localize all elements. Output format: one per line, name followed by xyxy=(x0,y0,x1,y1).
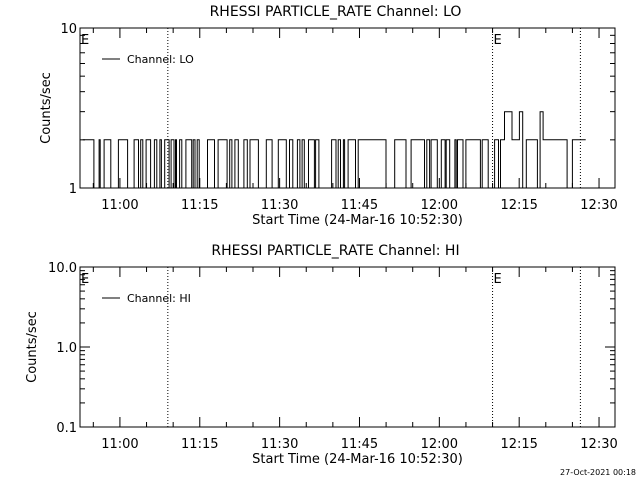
x-tick-label: 12:00 xyxy=(421,198,458,213)
x-tick-label: 12:15 xyxy=(500,437,537,452)
start-event-label: E xyxy=(81,272,89,287)
y-tick-label: 1 xyxy=(69,182,77,197)
legend-label: Channel: HI xyxy=(127,292,191,305)
x-tick-label: 11:00 xyxy=(101,437,138,452)
y-axis-label: Counts/sec xyxy=(25,311,40,383)
y-axis-label: Counts/sec xyxy=(39,72,54,144)
plot-frame xyxy=(79,266,616,428)
x-tick-label: 11:45 xyxy=(341,198,378,213)
chart-title: RHESSI PARTICLE_RATE Channel: LO xyxy=(210,4,462,20)
chart-panel-2: RHESSI PARTICLE_RATE Channel: HI 0.1 1.0 10… xyxy=(25,243,618,467)
x-tick-label: 12:30 xyxy=(580,437,617,452)
chart-panel-1: RHESSI PARTICLE_RATE Channel: LO 1 10 11:00… xyxy=(39,4,618,228)
x-tick-label: 11:30 xyxy=(261,198,298,213)
start-event-label: E xyxy=(81,33,89,48)
chart-title: RHESSI PARTICLE_RATE Channel: HI xyxy=(211,243,459,259)
y-tick-label: 1.0 xyxy=(56,341,77,356)
timestamp-stamp: 27-Oct-2021 00:18 xyxy=(560,468,636,477)
series-line-channel-lo xyxy=(82,111,586,189)
x-tick-label: 11:00 xyxy=(101,198,138,213)
event-marker-label: E xyxy=(494,33,502,48)
x-tick-label: 11:45 xyxy=(341,437,378,452)
y-tick-label: 10 xyxy=(60,22,77,37)
x-tick-label: 11:15 xyxy=(181,198,218,213)
x-tick-label: 11:15 xyxy=(181,437,218,452)
event-marker-label: E xyxy=(494,272,502,287)
y-tick-label: 0.1 xyxy=(56,421,77,436)
x-tick-label: 11:30 xyxy=(261,437,298,452)
y-tick-label: 10.0 xyxy=(48,261,77,276)
x-tick-label: 12:00 xyxy=(421,437,458,452)
x-axis-label: Start Time (24-Mar-16 10:52:30) xyxy=(252,213,463,228)
legend-label: Channel: LO xyxy=(127,53,194,66)
x-tick-label: 12:30 xyxy=(580,198,617,213)
x-axis-label: Start Time (24-Mar-16 10:52:30) xyxy=(252,452,463,467)
x-tick-label: 12:15 xyxy=(500,198,537,213)
